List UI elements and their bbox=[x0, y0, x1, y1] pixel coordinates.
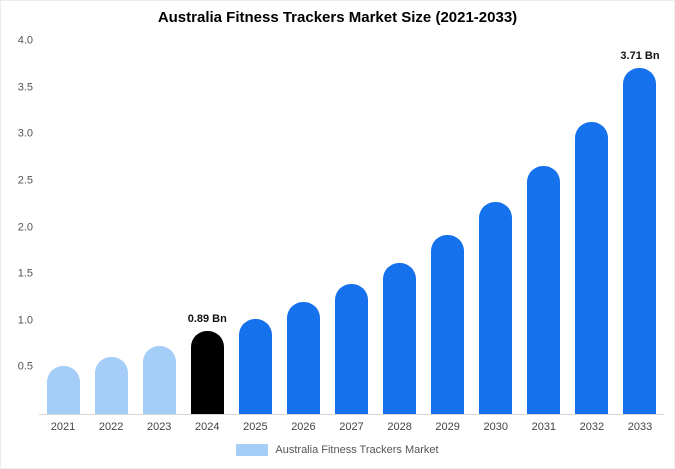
bar bbox=[575, 122, 609, 414]
bar bbox=[142, 345, 176, 414]
bar-column bbox=[327, 41, 375, 414]
x-axis-label: 2031 bbox=[531, 421, 557, 433]
x-axis: 2021 2022 2023 2024 2025 2026 2027 2028 2029 2030… bbox=[39, 421, 664, 433]
bar-column bbox=[135, 41, 183, 414]
bar-column bbox=[520, 41, 568, 414]
x-axis-label: 2026 bbox=[291, 421, 316, 433]
legend: Australia Fitness Trackers Market bbox=[1, 444, 674, 456]
y-axis-tick-label: 1.5 bbox=[17, 267, 33, 280]
bar-column bbox=[424, 41, 472, 414]
y-axis-tick-label: 3.5 bbox=[17, 81, 33, 94]
y-axis-tick-label: 4.0 bbox=[17, 34, 33, 47]
bar-value-label: 3.71 Bn bbox=[620, 50, 660, 63]
bar-column bbox=[279, 41, 327, 414]
x-axis-label: 2028 bbox=[387, 421, 412, 433]
bar-value-label: 0.89 Bn bbox=[187, 313, 227, 326]
y-axis-tick-label: 1.0 bbox=[17, 314, 33, 327]
bar bbox=[190, 331, 224, 414]
y-axis: 0.5 1.0 1.5 2.0 2.5 3.0 3.5 4.0 bbox=[5, 35, 33, 414]
plot-area: 0.89 Bn 3.71 Bn bbox=[39, 41, 664, 415]
x-axis-label: 2021 bbox=[50, 421, 76, 433]
x-axis-label: 2027 bbox=[339, 421, 364, 433]
bar-column: 0.89 Bn bbox=[183, 41, 231, 414]
x-axis-label: 2024 bbox=[195, 421, 220, 433]
y-axis-tick-label: 3.0 bbox=[17, 127, 33, 140]
x-axis-label: 2025 bbox=[243, 421, 268, 433]
bar bbox=[335, 284, 368, 414]
x-axis-label: 2029 bbox=[435, 421, 460, 433]
x-axis-label: 2022 bbox=[98, 421, 124, 433]
legend-swatch bbox=[236, 444, 269, 456]
bar bbox=[46, 365, 80, 414]
y-axis-tick-label: 0.5 bbox=[17, 360, 33, 373]
bar-column bbox=[39, 41, 87, 414]
x-axis-label: 2033 bbox=[627, 421, 653, 433]
bar-column bbox=[472, 41, 520, 414]
bar bbox=[238, 318, 272, 414]
bar-column bbox=[568, 41, 616, 414]
bar bbox=[431, 234, 465, 414]
bar-column bbox=[231, 41, 279, 414]
bars: 0.89 Bn 3.71 Bn bbox=[39, 41, 664, 414]
y-axis-tick-label: 2.0 bbox=[17, 221, 33, 233]
bar bbox=[383, 262, 417, 414]
bar-column bbox=[87, 41, 135, 414]
bar bbox=[479, 202, 513, 414]
bar bbox=[286, 302, 320, 414]
bar-column: 3.71 Bn bbox=[616, 41, 664, 414]
y-axis-tick-label: 2.5 bbox=[17, 174, 33, 187]
bar-column bbox=[376, 41, 424, 414]
x-axis-label: 2032 bbox=[579, 421, 605, 433]
x-axis-label: 2030 bbox=[483, 421, 508, 433]
bar bbox=[623, 68, 657, 414]
bar bbox=[527, 165, 561, 414]
chart-title: Australia Fitness Trackers Market Size (… bbox=[157, 9, 518, 26]
x-axis-label: 2023 bbox=[146, 421, 172, 433]
bar bbox=[94, 357, 128, 414]
legend-label: Australia Fitness Trackers Market bbox=[275, 444, 439, 456]
